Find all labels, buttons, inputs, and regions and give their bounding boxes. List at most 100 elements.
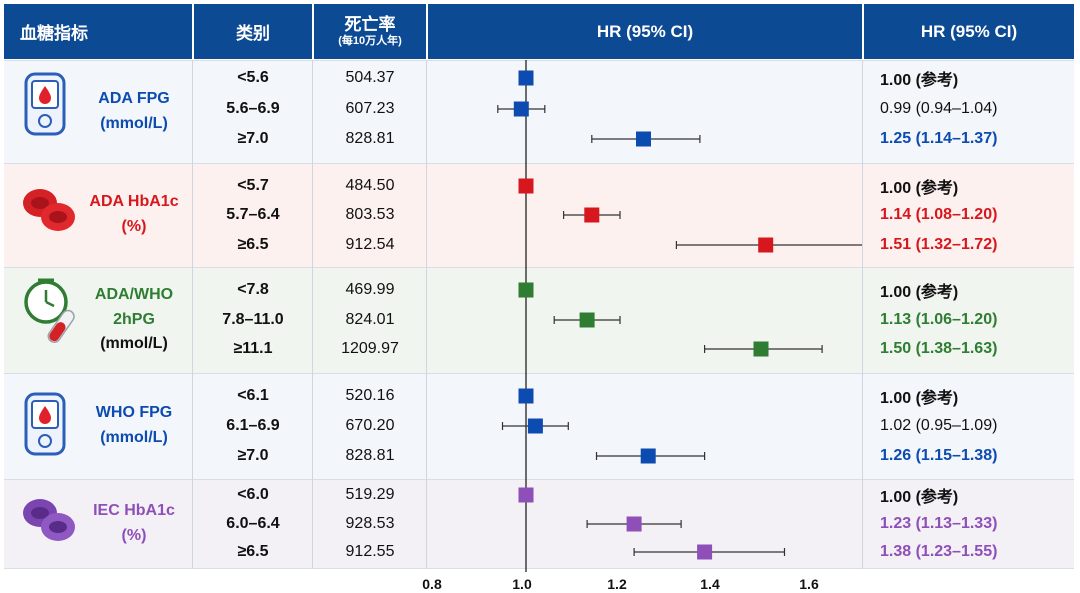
hr-ci-cell: 1.14 (1.08–1.20): [880, 206, 998, 223]
hr-point: [626, 516, 642, 532]
hr-point: [636, 131, 651, 147]
header-mortality: 死亡率 (每10万人年): [314, 4, 426, 59]
header-mortality-label: 死亡率: [344, 15, 396, 35]
mortality-cell: 828.81: [345, 130, 395, 147]
category-cell: 5.7–6.4: [226, 206, 280, 223]
category-cell: <6.0: [237, 486, 269, 503]
group-name: ADA HbA1c: [89, 193, 179, 211]
hr-ci-cell: 1.13 (1.06–1.20): [880, 311, 998, 328]
hr-point: [513, 101, 529, 117]
category-cell: 5.6–6.9: [226, 100, 280, 117]
hr-point: [518, 487, 534, 503]
header-mortality-unit: (每10万人年): [338, 34, 402, 47]
hr-point: [518, 70, 534, 86]
hr-ci-cell: 1.00 (参考): [880, 390, 959, 407]
header-indicator-label: 血糖指标: [20, 24, 88, 43]
group-name-line2: 2hPG: [113, 310, 155, 328]
group-band: [4, 60, 1074, 163]
header-hr: HR (95% CI): [864, 4, 1074, 59]
group-label-ada-hba1c: ADA HbA1c (%): [80, 163, 188, 267]
group-label-ada-fpg: ADA FPG (mmol/L): [80, 60, 188, 163]
mortality-cell: 803.53: [345, 206, 395, 223]
group-unit: (%): [121, 218, 147, 235]
mortality-cell: 484.50: [345, 177, 395, 194]
group-name: WHO FPG: [95, 404, 173, 422]
category-cell: <5.7: [237, 177, 269, 194]
column-divider: [862, 60, 863, 569]
hr-ci-cell: 1.00 (参考): [880, 489, 959, 506]
mortality-cell: 912.55: [345, 543, 395, 560]
hr-point: [527, 418, 543, 434]
header-category: 类别: [194, 4, 312, 59]
category-cell: ≥7.0: [237, 447, 269, 464]
hr-point: [697, 544, 713, 560]
category-cell: <5.6: [237, 69, 269, 86]
mortality-cell: 519.29: [345, 486, 395, 503]
group-unit: (mmol/L): [100, 114, 168, 132]
mortality-cell: 607.23: [345, 100, 395, 117]
column-divider: [312, 60, 313, 569]
x-tick-label: 0.8: [422, 576, 442, 592]
red-blood-cells-icon: [23, 189, 75, 231]
mortality-cell: 928.53: [345, 515, 395, 532]
column-divider: [192, 60, 193, 569]
column-divider: [426, 60, 427, 569]
group-unit: (mmol/L): [100, 429, 168, 446]
mortality-cell: 1209.97: [341, 340, 399, 357]
category-cell: 7.8–11.0: [222, 311, 284, 328]
header-forest: HR (95% CI): [428, 4, 862, 59]
category-cell: <7.8: [237, 281, 269, 298]
mortality-cell: 469.99: [345, 281, 395, 298]
forest-plot: [497, 60, 862, 572]
header-indicator: 血糖指标: [4, 4, 192, 59]
group-label-who-fpg: WHO FPG (mmol/L): [80, 373, 188, 479]
hr-ci-cell: 1.02 (0.95–1.09): [880, 417, 998, 434]
group-unit: (%): [121, 527, 147, 544]
header-category-label: 类别: [236, 24, 270, 43]
hr-ci-cell: 1.26 (1.15–1.38): [880, 447, 998, 464]
hr-point: [753, 341, 769, 357]
header-forest-label: HR (95% CI): [596, 21, 694, 41]
hr-ci-cell: 1.38 (1.23–1.55): [880, 543, 998, 560]
category-cell: ≥7.0: [237, 130, 269, 147]
x-tick-label: 1.2: [607, 576, 627, 592]
hr-ci-cell: 1.00 (参考): [880, 284, 959, 301]
hr-point: [640, 448, 656, 464]
group-name: ADA/WHO: [94, 285, 174, 303]
hr-point: [518, 282, 534, 298]
category-cell: <6.1: [237, 387, 269, 404]
glucose-meter-icon: [24, 72, 66, 136]
mortality-cell: 912.54: [345, 236, 395, 253]
hr-point: [758, 237, 774, 253]
group-band: [4, 267, 1074, 373]
category-cell: 6.0–6.4: [226, 515, 280, 532]
mortality-cell: 520.16: [345, 387, 395, 404]
hr-ci-cell: 1.00 (参考): [880, 180, 959, 197]
group-label-ada-who-2hpg: ADA/WHO 2hPG (mmol/L): [80, 267, 188, 373]
x-tick-label: 1.0: [512, 576, 532, 592]
x-tick-label: 1.4: [700, 576, 720, 592]
hr-ci-cell: 1.50 (1.38–1.63): [880, 340, 998, 357]
hr-ci-cell: 0.99 (0.94–1.04): [880, 100, 998, 117]
group-name: IEC HbA1c: [93, 502, 175, 520]
hr-point: [518, 388, 534, 404]
category-cell: 6.1–6.9: [226, 417, 280, 434]
mortality-cell: 670.20: [345, 417, 395, 434]
group-band: [4, 163, 1074, 267]
x-tick-label: 1.6: [799, 576, 819, 592]
category-cell: ≥6.5: [237, 543, 269, 560]
category-cell: ≥11.1: [233, 340, 273, 357]
hr-ci-cell: 1.51 (1.32–1.72): [880, 236, 998, 253]
hr-point: [579, 312, 595, 328]
group-label-iec-hba1c: IEC HbA1c (%): [80, 479, 188, 569]
clock-test-tube-icon: [24, 278, 75, 343]
header-hr-label: HR (95% CI): [920, 21, 1018, 41]
mortality-cell: 824.01: [345, 311, 395, 328]
mortality-cell: 828.81: [345, 447, 395, 464]
hr-point: [584, 207, 600, 223]
group-unit: (mmol/L): [100, 335, 168, 353]
hr-ci-cell: 1.00 (参考): [880, 72, 959, 89]
glucose-meter-icon: [24, 392, 66, 456]
hr-point: [518, 178, 534, 194]
category-cell: ≥6.5: [237, 236, 269, 253]
